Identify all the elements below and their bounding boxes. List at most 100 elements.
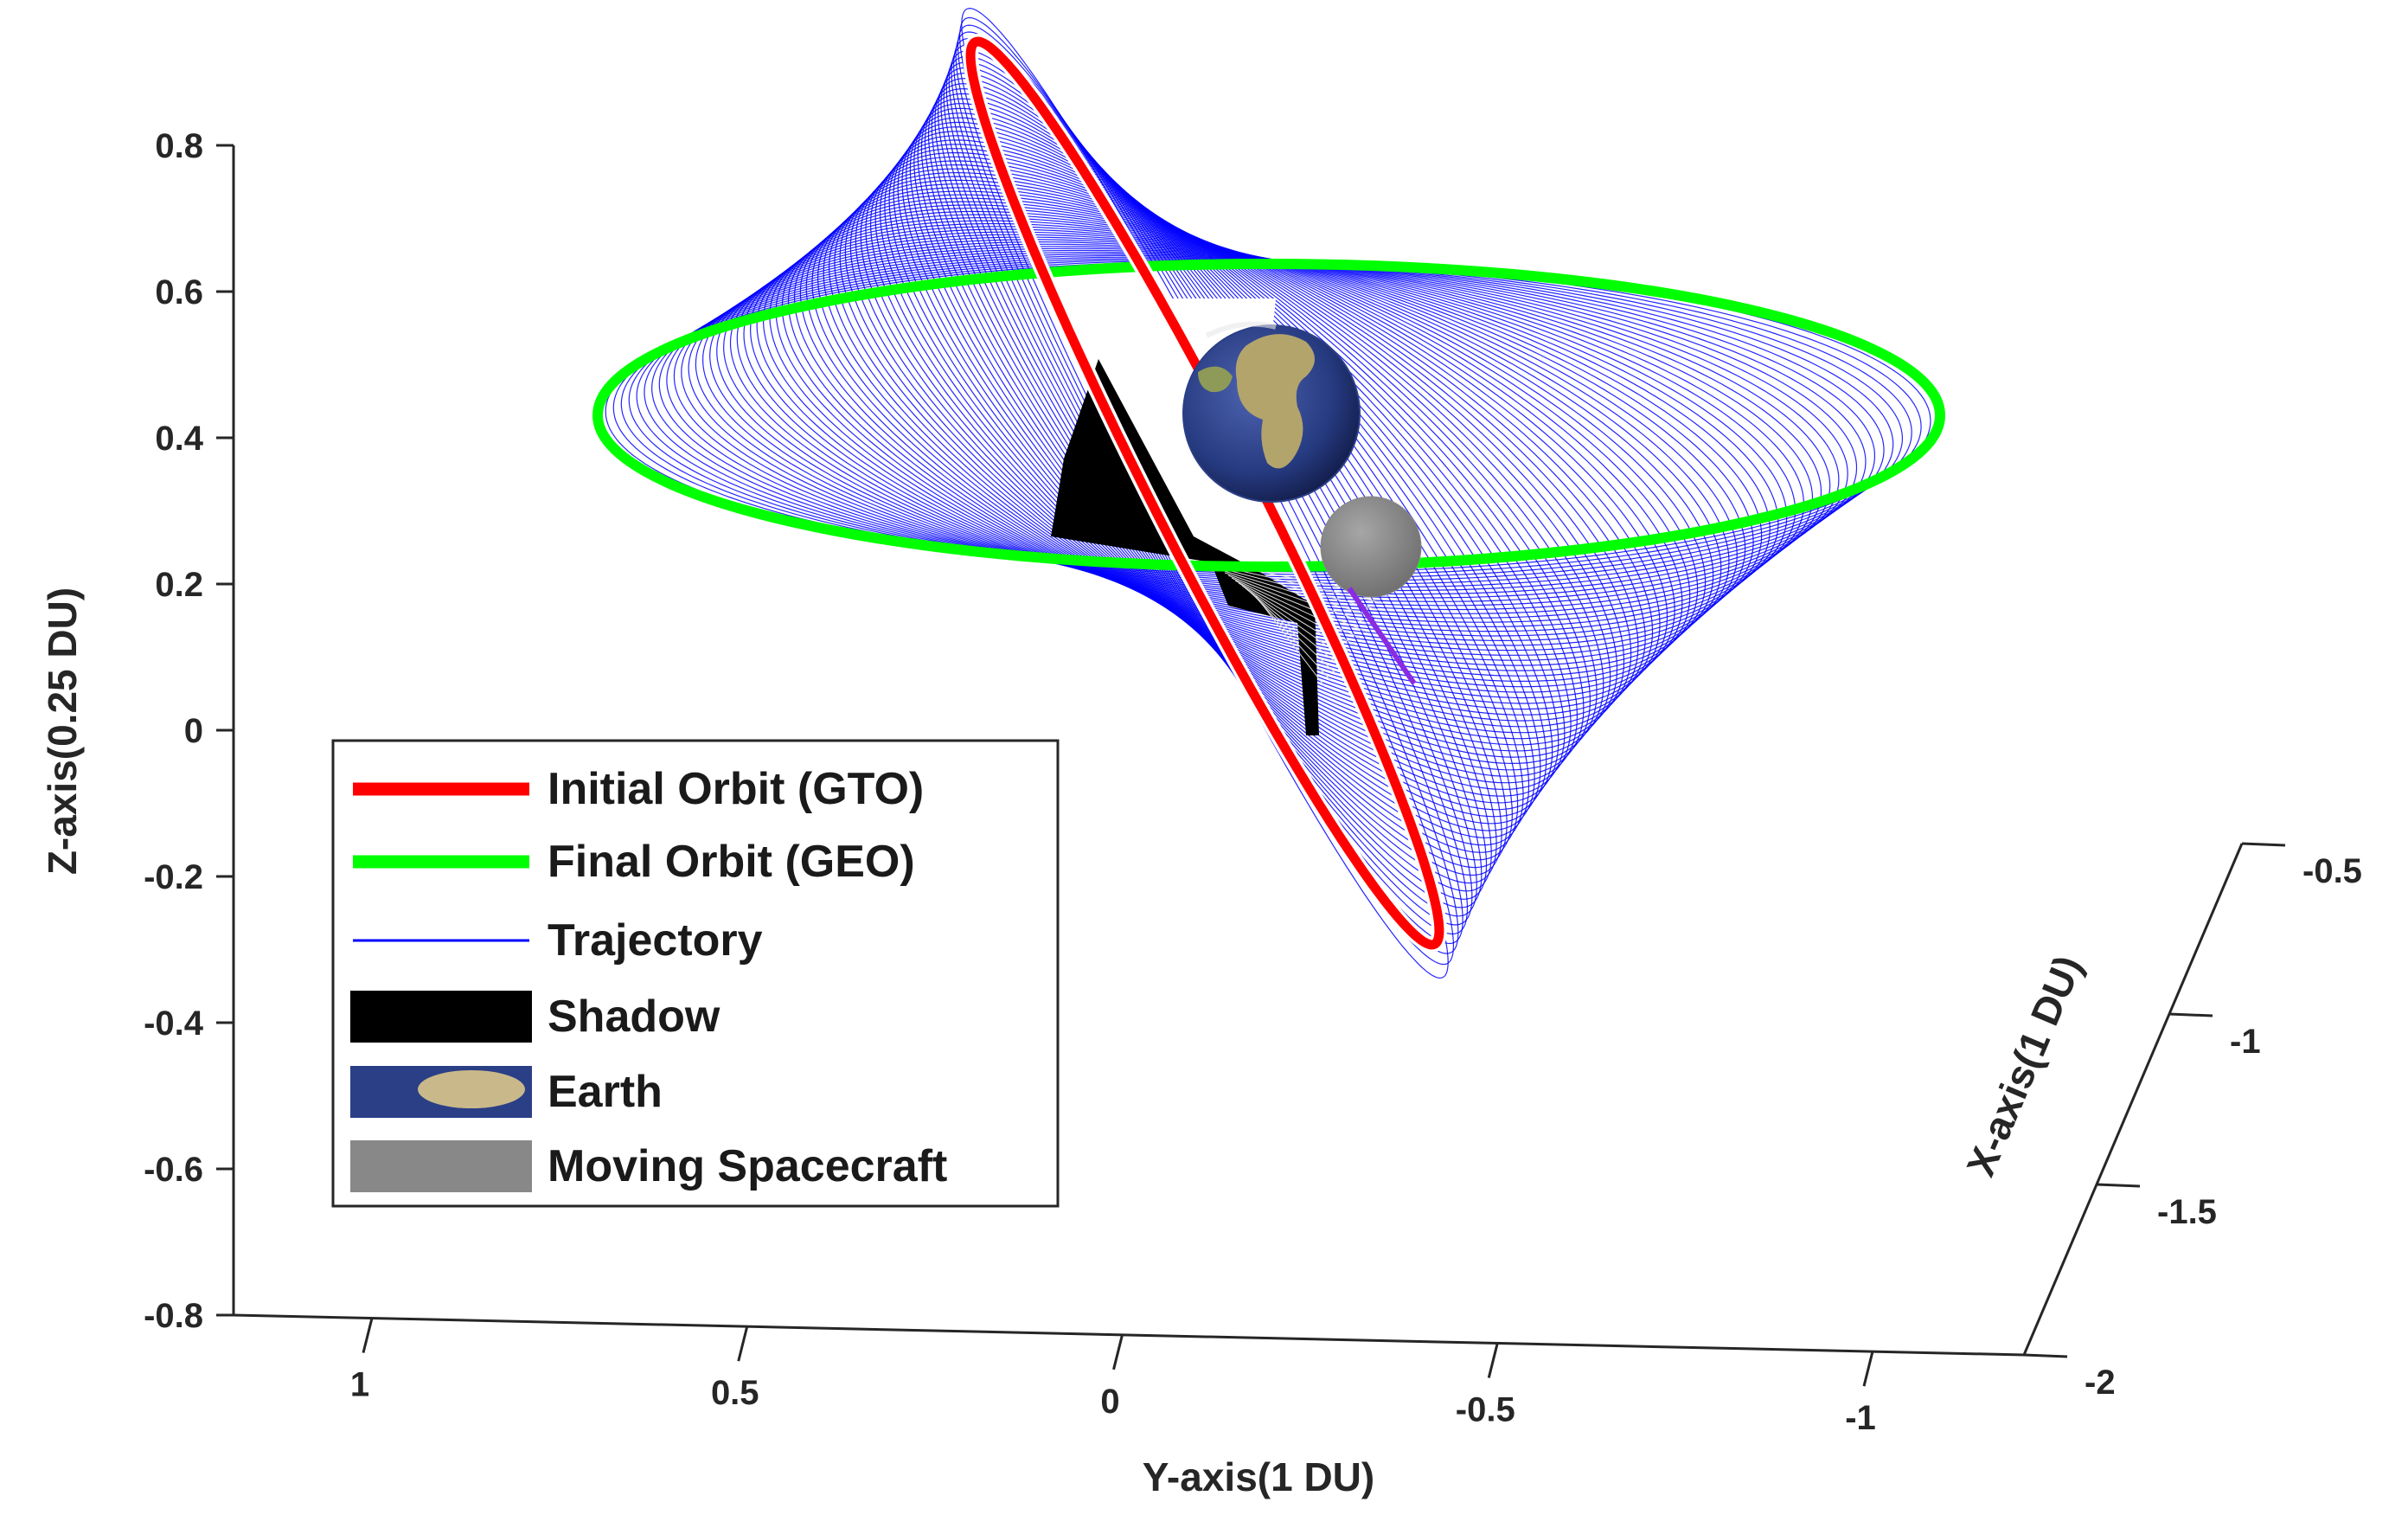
trajectory-revolution [756,222,1746,651]
z-axis-label: Z-axis(0.25 DU) [40,587,85,875]
trajectory-revolution [828,183,1654,716]
trajectory-revolution [855,164,1618,746]
trajectory-revolution [749,226,1754,646]
trajectory-revolution [636,259,1894,581]
trajectory-revolution [681,249,1840,602]
legend-swatch-land [418,1070,525,1108]
trajectory-revolution [709,241,1804,619]
trajectory-revolution [644,258,1885,585]
z-tick-label: -0.2 [144,858,203,896]
trajectory-revolution [688,247,1831,607]
trajectory-revolution [673,251,1848,599]
trajectory-revolution [658,254,1867,592]
y-tick-mark [1112,1334,1124,1370]
trajectory-revolution [865,156,1604,758]
x-axis-line [2022,843,2244,1356]
trajectory-revolution [736,231,1771,637]
y-tick-label: 0.5 [711,1374,759,1412]
y-tick-label: -1 [1845,1399,1876,1437]
z-tick-label: 0 [184,712,203,750]
legend-item: Earth [350,1066,663,1118]
trajectory-revolution [716,239,1796,623]
legend-label: Earth [548,1067,663,1117]
trajectory-revolution [860,160,1611,752]
legend-swatch [350,991,532,1043]
shadow-hatch [1231,577,1362,639]
legend-label: Shadow [548,992,720,1042]
moving-spacecraft [1320,496,1422,598]
trajectory-revolution [793,204,1699,683]
trajectory-revolution [775,214,1722,666]
y-tick-mark [1487,1343,1499,1378]
z-tick-label: -0.6 [144,1151,203,1189]
z-tick-label: -0.8 [144,1297,203,1335]
legend-item: Moving Spacecraft [350,1140,947,1192]
legend-item: Initial Orbit (GTO) [353,764,924,814]
trajectory-revolution [762,220,1738,656]
x-axis-ticks: -0.5 -1 -1.5 -2 [2023,842,2362,1402]
shadow-hatch [1217,567,1383,612]
shadow-hatch [1248,590,1336,674]
trajectory-revolution [701,243,1814,614]
trajectory-revolution [834,179,1646,722]
z-tick-label: 0.4 [155,420,203,458]
y-axis-ticks: 1 0.5 0 -0.5 -1 [350,1318,1876,1437]
legend-item: Shadow [350,991,720,1043]
z-tick-label: 0.8 [155,127,203,165]
x-tick-mark [2241,842,2286,847]
x-axis-label: X-axis(1 DU) [1957,949,2091,1183]
shadow-hatch [1227,574,1367,632]
trajectory-revolution [666,253,1858,595]
x-tick-label: -1 [2230,1023,2261,1061]
legend-label: Final Orbit (GEO) [548,837,915,887]
x-tick-mark [2168,1012,2213,1017]
trajectory-revolution [628,260,1903,579]
trajectory-revolution [723,236,1788,628]
trajectory-revolution [729,234,1779,632]
x-tick-label: -1.5 [2157,1193,2217,1231]
trajectory-revolution [620,261,1912,575]
legend-label: Trajectory [548,915,763,966]
trajectory-revolution [769,216,1730,661]
plot-area [592,7,1945,979]
trajectory-revolution [695,246,1822,611]
x-tick-label: -0.5 [2302,852,2362,890]
spacecraft-trail [1347,587,1417,685]
y-tick-mark [362,1318,374,1353]
legend-item: Trajectory [353,915,763,966]
y-tick-label: 1 [350,1366,369,1404]
legend-item: Final Orbit (GEO) [353,837,915,887]
x-tick-mark [2096,1183,2141,1188]
earth-clouds [1205,321,1277,338]
legend-box [331,739,1060,1208]
legend: Initial Orbit (GTO) Final Orbit (GEO) Traj… [331,739,1060,1208]
z-tick-label: 0.2 [155,566,203,604]
geo-orbit-line [592,259,1945,572]
shadow-hatch [1255,595,1326,688]
y-tick-mark [1862,1351,1874,1387]
trajectory-revolution [781,210,1714,671]
shadow-hatch [1224,572,1373,626]
y-axis-line [233,1313,2025,1357]
trajectory-revolution [612,261,1922,573]
legend-label: Moving Spacecraft [548,1141,947,1191]
x-tick-mark [2023,1353,2068,1358]
y-tick-mark [737,1325,749,1362]
shadow-hatch [1245,587,1342,667]
shadow-hatch [1220,569,1378,619]
y-axis-label: Y-axis(1 DU) [1143,1454,1374,1499]
trajectory-revolution [869,151,1598,765]
earth-continent [1198,366,1233,393]
earth-globe [1182,321,1361,503]
trajectory-revolution [823,187,1661,710]
y-tick-label: 0 [1100,1383,1119,1421]
z-tick-label: 0.6 [155,273,203,311]
trajectory-revolution [874,148,1591,771]
z-axis-ticks: 0.8 0.6 0.4 0.2 0 -0.2 -0.4 -0.6 -0.8 [144,127,234,1335]
legend-label: Initial Orbit (GTO) [548,764,924,814]
y-tick-label: -0.5 [1456,1390,1515,1428]
earth-continent [1235,334,1315,469]
gto-orbit-line [965,36,1444,950]
trajectory-revolution [787,208,1707,677]
